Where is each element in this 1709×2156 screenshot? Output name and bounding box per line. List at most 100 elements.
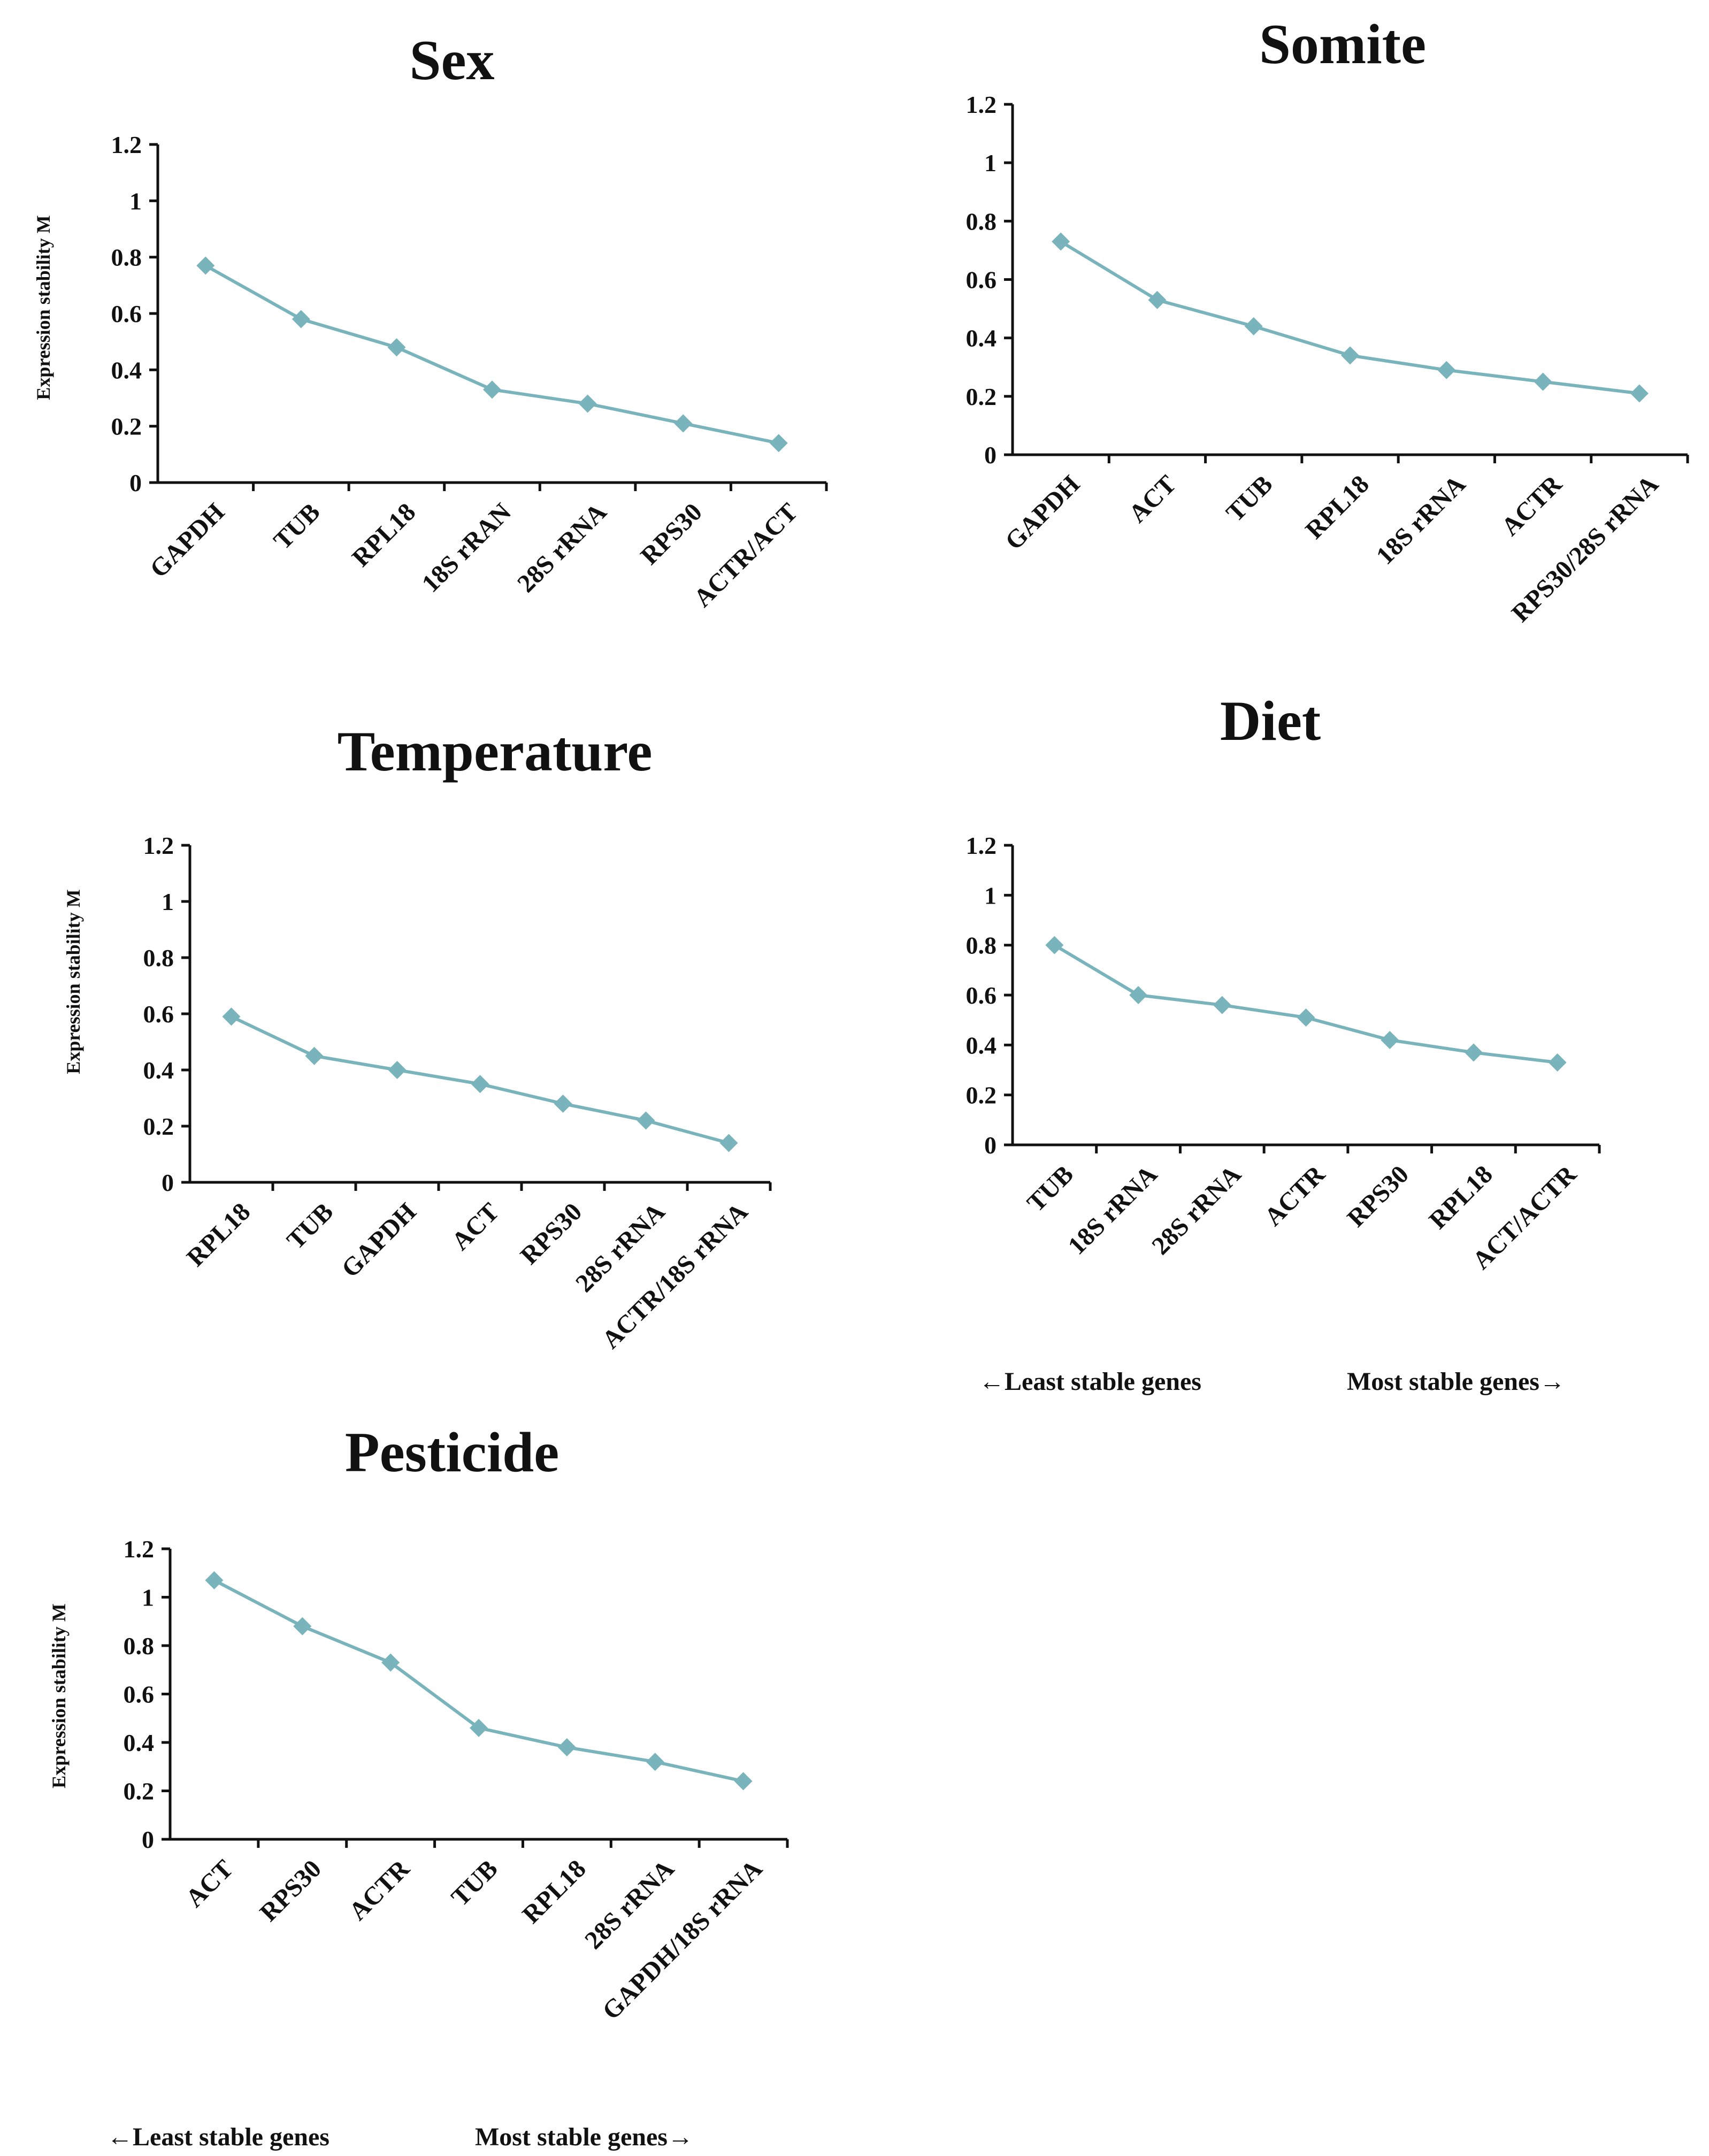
- y-tick-label: 1: [162, 888, 174, 915]
- chart-sex: Sex Expression stability M 0 0.2 0.4 0.6 0.8…: [33, 29, 828, 613]
- y-tick-label: 0.4: [966, 325, 997, 352]
- x-category-label: RPL18: [1300, 470, 1374, 544]
- y-tick-label: 0.2: [124, 1778, 155, 1805]
- y-tick-label: 0.2: [111, 413, 142, 440]
- caption-least-stable-pesticide: ←Least stable genes: [107, 2123, 329, 2151]
- data-point-marker: [1630, 384, 1649, 403]
- x-category-label: ACT: [1123, 470, 1182, 528]
- data-point-marker: [305, 1046, 324, 1065]
- y-tick-label: 1.2: [966, 91, 997, 118]
- x-category-label: GAPDH: [336, 1197, 421, 1283]
- y-tick-label: 0.8: [966, 932, 997, 959]
- data-point-marker: [292, 310, 310, 328]
- series-line-sex: [204, 264, 779, 445]
- data-point-marker: [554, 1095, 572, 1113]
- x-category-label: ACTR/18S rRNA: [596, 1197, 753, 1354]
- y-tick-label: 1: [129, 187, 142, 215]
- y-tick-label: 0.2: [143, 1113, 174, 1140]
- x-category-label: RPL18: [1423, 1160, 1498, 1234]
- data-point-marker: [381, 1653, 400, 1672]
- data-point-marker: [1381, 1031, 1399, 1049]
- x-category-label: ACT: [446, 1197, 504, 1256]
- x-category-label: RPL18: [517, 1854, 591, 1929]
- y-tick-label: 1: [984, 149, 997, 177]
- y-tick-label: 0: [129, 469, 142, 496]
- y-tick-label: 1.2: [143, 832, 174, 859]
- x-category-label: GAPDH: [1000, 470, 1085, 555]
- data-point-marker: [470, 1718, 488, 1737]
- y-tick-label: 0.8: [124, 1632, 155, 1660]
- y-axis-title-sex: Expression stability M: [33, 215, 54, 400]
- y-tick-label: 0.4: [966, 1031, 997, 1059]
- caption-least-stable-diet: ←Least stable genes: [979, 1367, 1201, 1396]
- y-tick-label: 0: [984, 441, 997, 469]
- series-line-pesticide: [213, 1579, 744, 1783]
- y-tick-label: 0.8: [966, 208, 997, 235]
- y-tick-label: 1.2: [966, 832, 997, 859]
- x-category-label: ACTR: [1496, 469, 1568, 541]
- chart-title-diet: Diet: [1220, 690, 1321, 752]
- y-tick-label: 1.2: [124, 1535, 155, 1563]
- y-tick-label: 0: [162, 1169, 174, 1196]
- chart-title-sex: Sex: [410, 29, 495, 91]
- chart-title-temperature: Temperature: [338, 720, 653, 783]
- data-point-marker: [483, 380, 501, 399]
- x-category-label: TUB: [1022, 1160, 1079, 1217]
- data-point-marker: [1548, 1053, 1567, 1072]
- x-category-label: ACTR: [343, 1854, 416, 1926]
- chart-title-somite: Somite: [1259, 13, 1426, 75]
- y-tick-label: 1.2: [111, 131, 142, 158]
- x-category-label: ACTR: [1259, 1159, 1331, 1232]
- data-point-marker: [769, 434, 788, 453]
- y-tick-label: 0.8: [111, 244, 142, 271]
- data-point-marker: [1534, 372, 1552, 391]
- y-tick-label: 0.6: [966, 266, 997, 294]
- data-point-marker: [1341, 346, 1359, 365]
- x-category-label: TUB: [268, 498, 325, 555]
- data-point-marker: [557, 1738, 576, 1757]
- x-category-label: GAPDH/18S rRNA: [597, 1854, 768, 2025]
- y-tick-label: 0.6: [124, 1681, 155, 1708]
- chart-somite: Somite 0 0.2 0.4 0.6 0.8 1 1.2 GAPDH ACT TUB RPL18…: [966, 13, 1689, 628]
- x-category-label: RPL18: [347, 498, 421, 572]
- x-category-label: RPS30: [1342, 1160, 1414, 1233]
- x-category-label: RPS30: [635, 498, 708, 570]
- y-tick-label: 0: [142, 1826, 154, 1853]
- x-category-label: TUB: [446, 1854, 503, 1912]
- y-tick-label: 0.6: [143, 1000, 174, 1028]
- y-axis-title-temperature: Expression stability M: [63, 889, 84, 1074]
- data-point-marker: [1052, 232, 1070, 251]
- data-point-marker: [674, 414, 693, 433]
- data-point-marker: [578, 394, 597, 413]
- data-point-marker: [719, 1134, 738, 1152]
- x-category-label: ACT: [180, 1854, 239, 1913]
- series-line-somite: [1060, 240, 1640, 395]
- data-point-marker: [205, 1571, 224, 1589]
- y-axis-title-pesticide: Expression stability M: [48, 1603, 70, 1788]
- x-category-label: 18S rRNA: [1371, 470, 1472, 570]
- x-category-label: 18S rRAN: [416, 498, 517, 598]
- chart-pesticide: Pesticide Expression stability M 0 0.2 0.4…: [48, 1421, 789, 2025]
- y-tick-label: 0.8: [143, 944, 174, 972]
- x-category-label: RPS30: [255, 1854, 327, 1927]
- data-point-marker: [646, 1753, 664, 1771]
- data-point-marker: [1213, 996, 1231, 1014]
- y-tick-label: 0.4: [143, 1057, 174, 1084]
- y-tick-label: 1: [142, 1584, 154, 1611]
- x-category-label: ACTR/ACT: [688, 498, 803, 613]
- x-category-label: TUB: [1221, 470, 1278, 527]
- y-tick-label: 0.2: [966, 1082, 997, 1109]
- data-point-marker: [222, 1007, 241, 1026]
- data-point-marker: [1244, 317, 1263, 335]
- data-point-marker: [1464, 1043, 1483, 1062]
- data-point-marker: [1437, 361, 1456, 379]
- data-point-marker: [388, 1061, 407, 1079]
- caption-most-stable-diet: Most stable genes→: [1347, 1367, 1565, 1396]
- x-category-label: RPS30: [515, 1197, 588, 1270]
- x-category-label: 28S rRNA: [1146, 1160, 1247, 1260]
- x-category-label: 28S rRNA: [512, 498, 612, 598]
- data-point-marker: [1148, 290, 1167, 309]
- x-category-label: RPL18: [181, 1197, 256, 1272]
